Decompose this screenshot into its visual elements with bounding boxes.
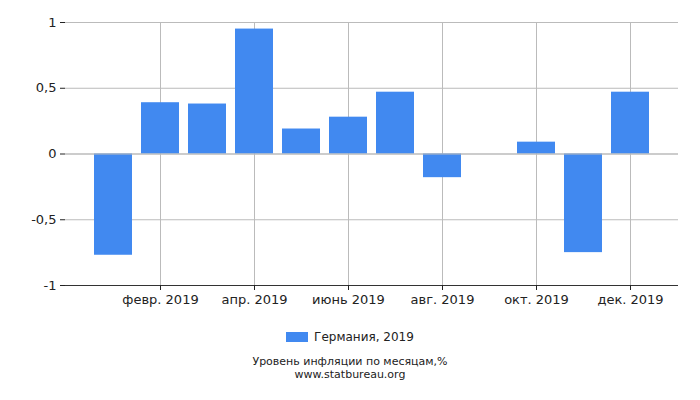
- svg-text:окт. 2019: окт. 2019: [504, 292, 569, 307]
- svg-text:0,5: 0,5: [36, 80, 57, 95]
- svg-text:-1: -1: [44, 278, 57, 293]
- svg-text:1: 1: [48, 15, 56, 30]
- svg-text:апр. 2019: апр. 2019: [221, 292, 287, 307]
- html-text:Германия, 2019: Германия, 2019: [314, 330, 414, 344]
- html-text:www.statbureau.org: www.statbureau.org: [294, 368, 406, 381]
- svg-text:авг. 2019: авг. 2019: [411, 292, 475, 307]
- svg-text:дек. 2019: дек. 2019: [597, 292, 663, 307]
- svg-text:февр. 2019: февр. 2019: [122, 292, 198, 307]
- svg-text:-0,5: -0,5: [31, 212, 56, 227]
- html-text:Уровень инфляции по месяцам,%: Уровень инфляции по месяцам,%: [252, 355, 448, 368]
- svg-text:июнь 2019: июнь 2019: [312, 292, 385, 307]
- svg-text:0: 0: [48, 146, 56, 161]
